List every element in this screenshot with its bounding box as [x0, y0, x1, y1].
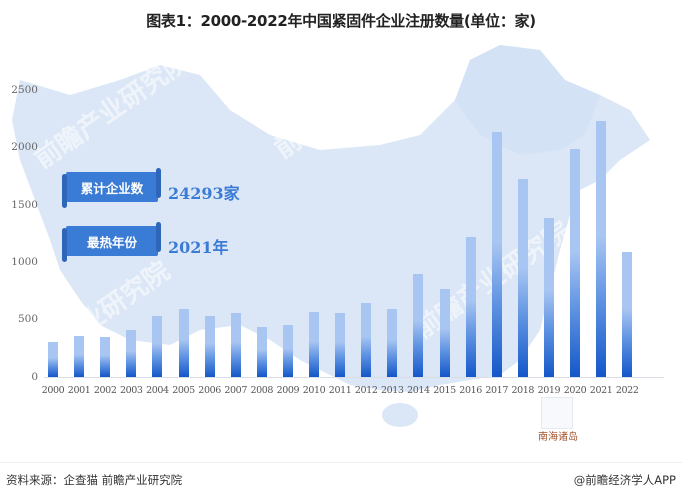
x-tick: 2021 [589, 385, 613, 396]
bar-2021 [596, 120, 607, 377]
bar-2015 [439, 289, 450, 377]
chart-title: 图表1：2000-2022年中国紧固件企业注册数量(单位：家) [146, 12, 536, 30]
x-tick: 2013 [381, 385, 404, 396]
x-tick: 2005 [172, 385, 195, 396]
y-tick: 0 [31, 371, 38, 383]
bar-2022 [622, 251, 633, 377]
x-tick: 2019 [537, 385, 561, 396]
bar-2009 [282, 324, 293, 377]
y-tick: 1000 [11, 256, 38, 268]
x-tick: 2008 [250, 385, 274, 396]
x-tick: 2020 [563, 385, 587, 396]
kpi-value-hottest-year: 2021年 [168, 238, 229, 257]
y-tick: 500 [17, 313, 38, 325]
bar-2005 [178, 309, 189, 377]
kpi-label: 最热年份 [86, 234, 137, 250]
bar-2018 [517, 178, 528, 377]
bar-2008 [256, 327, 267, 377]
south-china-sea-label: 南海诸岛 [538, 432, 578, 443]
south-china-sea-inset [541, 397, 573, 429]
x-tick: 2000 [41, 385, 65, 396]
bar-2011 [335, 313, 346, 377]
x-tick: 2014 [407, 385, 430, 396]
bar-2012 [361, 302, 372, 377]
bar-2013 [387, 309, 398, 377]
x-tick: 2012 [354, 385, 378, 396]
bar-2006 [204, 316, 215, 377]
bar-2001 [74, 336, 85, 377]
footer-divider [0, 462, 682, 463]
kpi-banner-hottest-year: 最热年份 [62, 222, 161, 262]
x-tick: 2015 [433, 385, 456, 396]
credit-note: @前瞻经济学人APP [573, 473, 676, 487]
x-tick: 2022 [615, 385, 639, 396]
x-tick: 2017 [485, 385, 508, 396]
x-tick: 2011 [328, 385, 352, 396]
x-tick: 2016 [459, 385, 482, 396]
bar-2004 [152, 316, 163, 377]
x-tick: 2006 [198, 385, 221, 396]
kpi-label: 累计企业数 [80, 180, 144, 196]
bar-2010 [309, 312, 319, 377]
x-axis-line [44, 377, 664, 378]
y-tick: 2500 [11, 84, 38, 96]
x-tick: 2001 [67, 385, 91, 396]
y-tick: 1500 [11, 199, 38, 211]
china-map-background [12, 45, 650, 427]
kpi-value-total: 24293家 [168, 184, 240, 203]
x-tick: 2018 [511, 385, 535, 396]
x-tick: 2002 [93, 385, 117, 396]
kpi-banner-total: 累计企业数 [62, 168, 161, 208]
source-note: 资料来源：企查猫 前瞻产业研究院 [6, 473, 183, 487]
y-tick: 2000 [11, 141, 38, 153]
x-tick: 2009 [276, 385, 300, 396]
x-tick: 2003 [120, 385, 143, 396]
bar-2020 [570, 149, 580, 377]
bar-2007 [230, 313, 241, 377]
bar-2003 [126, 329, 137, 377]
bar-2016 [465, 236, 476, 377]
x-tick: 2007 [224, 385, 247, 396]
bar-2014 [413, 274, 424, 377]
bar-2017 [491, 131, 502, 377]
bar-2000 [48, 341, 58, 377]
x-tick: 2004 [146, 385, 169, 396]
x-tick: 2010 [302, 385, 326, 396]
bar-2019 [543, 218, 554, 377]
bar-2002 [100, 336, 111, 377]
